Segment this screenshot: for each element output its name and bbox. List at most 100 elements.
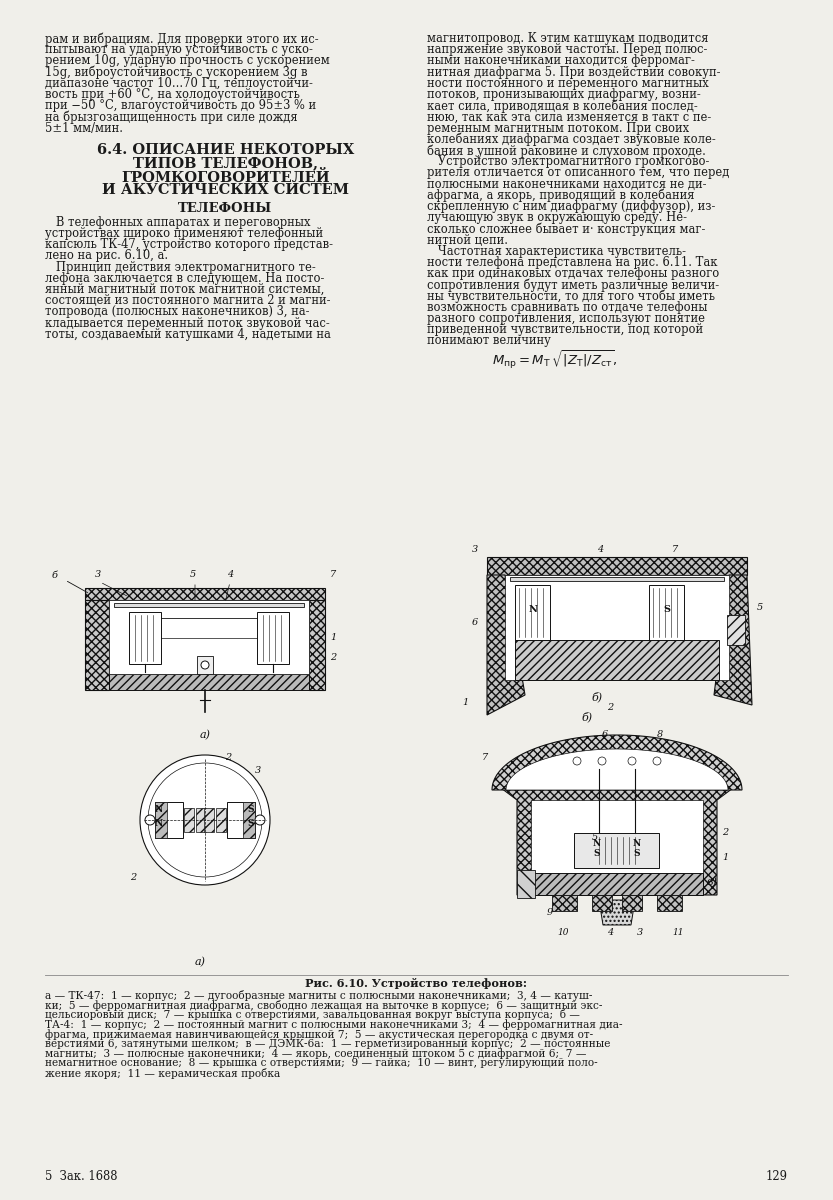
- Polygon shape: [196, 808, 206, 832]
- Text: N: N: [593, 840, 601, 848]
- Polygon shape: [155, 802, 183, 838]
- Text: рителя отличается от описанного тем, что перед: рителя отличается от описанного тем, что…: [427, 167, 730, 179]
- Text: 5  Зак. 1688: 5 Зак. 1688: [45, 1170, 117, 1183]
- Text: а — ТК-47:  1 — корпус;  2 — дугообразные магниты с полюсными наконечниками;  3,: а — ТК-47: 1 — корпус; 2 — дугообразные …: [45, 990, 592, 1001]
- Text: ТЕЛЕФОНЫ: ТЕЛЕФОНЫ: [178, 202, 272, 215]
- Polygon shape: [552, 895, 577, 911]
- Text: ТИПОВ ТЕЛЕФОНОВ,: ТИПОВ ТЕЛЕФОНОВ,: [132, 156, 317, 170]
- Text: устройствах широко применяют телефонный: устройствах широко применяют телефонный: [45, 227, 323, 240]
- Text: 7: 7: [330, 570, 337, 578]
- Text: 15g, виброустойчивость с ускорением 3g в: 15g, виброустойчивость с ускорением 3g в: [45, 66, 307, 79]
- Polygon shape: [657, 895, 682, 911]
- Text: Устройство электромагнитного громкогово-: Устройство электромагнитного громкогово-: [427, 155, 710, 168]
- Text: 6: 6: [602, 730, 608, 739]
- Text: 5: 5: [757, 602, 763, 612]
- Text: б: б: [52, 571, 58, 580]
- Text: б): б): [581, 712, 592, 722]
- Text: лучающую звук в окружающую среду. Не-: лучающую звук в окружающую среду. Не-: [427, 211, 687, 224]
- Bar: [505, 575, 729, 680]
- Text: афрагма, а якорь, приводящий в колебания: афрагма, а якорь, приводящий в колебания: [427, 188, 695, 203]
- Text: нитной цепи.: нитной цепи.: [427, 234, 508, 246]
- Bar: [109, 600, 309, 674]
- Text: лефона заключается в следующем. На посто-: лефона заключается в следующем. На посто…: [45, 271, 324, 284]
- Text: ности телефона представлена на рис. 6.11. Так: ности телефона представлена на рис. 6.11…: [427, 256, 718, 269]
- Text: верстиями 6, затянутыми шелком;  в — ДЭМК-6а:  1 — герметизированный корпус;  2 : верстиями 6, затянутыми шелком; в — ДЭМК…: [45, 1039, 611, 1049]
- Polygon shape: [649, 584, 684, 640]
- Text: N: N: [155, 818, 163, 828]
- Text: ременным магнитным потоком. При своих: ременным магнитным потоком. При своих: [427, 121, 690, 134]
- Bar: [197, 656, 213, 674]
- Text: 2: 2: [330, 653, 337, 662]
- Text: кает сила, приводящая в колебания послед-: кает сила, приводящая в колебания послед…: [427, 100, 698, 113]
- Polygon shape: [487, 575, 525, 715]
- Text: N: N: [155, 805, 163, 814]
- Text: фрагма, прижимаемая навинчивающейся крышкой 7;  5 — акустическая перегородка с д: фрагма, прижимаемая навинчивающейся крыш…: [45, 1028, 593, 1039]
- Polygon shape: [575, 833, 660, 868]
- Text: И АКУСТИЧЕСКИХ СИСТЕМ: И АКУСТИЧЕСКИХ СИСТЕМ: [102, 184, 349, 197]
- Polygon shape: [243, 802, 255, 838]
- Text: на брызгозащищенность при силе дождя: на брызгозащищенность при силе дождя: [45, 110, 297, 124]
- Text: б): б): [591, 691, 602, 702]
- Text: 10: 10: [557, 928, 568, 937]
- Bar: [531, 800, 703, 895]
- Text: магниты;  3 — полюсные наконечники;  4 — якорь, соединенный штоком 5 с диафрагмо: магниты; 3 — полюсные наконечники; 4 — я…: [45, 1049, 586, 1060]
- Text: вость при +60 °С, на холодоустойчивость: вость при +60 °С, на холодоустойчивость: [45, 88, 300, 101]
- Text: лено на рис. 6.10, а.: лено на рис. 6.10, а.: [45, 250, 168, 263]
- Text: 1: 1: [462, 698, 468, 707]
- Text: жение якоря;  11 — керамическая пробка: жение якоря; 11 — керамическая пробка: [45, 1068, 280, 1079]
- Text: капсюль ТК-47, устройство которого представ-: капсюль ТК-47, устройство которого предс…: [45, 238, 333, 251]
- Circle shape: [598, 757, 606, 766]
- Text: магнитопровод. К этим катшукам подводится: магнитопровод. К этим катшукам подводитс…: [427, 32, 709, 44]
- Text: S: S: [634, 850, 641, 858]
- Polygon shape: [85, 600, 109, 690]
- Text: а): а): [194, 956, 206, 967]
- Circle shape: [148, 763, 262, 877]
- Text: нюю, так как эта сила изменяется в такт с пе-: нюю, так как эта сила изменяется в такт …: [427, 110, 711, 124]
- Text: 8: 8: [657, 730, 663, 739]
- Text: S: S: [247, 805, 254, 814]
- Text: 4: 4: [607, 928, 613, 937]
- Polygon shape: [487, 557, 747, 575]
- Text: тоты, создаваемый катушками 4, надетыми на: тоты, создаваемый катушками 4, надетыми …: [45, 328, 331, 341]
- Text: 1: 1: [722, 853, 728, 862]
- Text: ГРОМКОГОВОРИТЕЛЕЙ: ГРОМКОГОВОРИТЕЛЕЙ: [121, 169, 330, 185]
- Text: S: S: [247, 818, 254, 828]
- Text: 2: 2: [130, 874, 137, 882]
- Text: S: S: [663, 606, 670, 614]
- Text: 7: 7: [672, 545, 678, 554]
- Circle shape: [573, 757, 581, 766]
- Text: приведенной чувствительности, под которой: приведенной чувствительности, под которо…: [427, 323, 704, 336]
- Text: 2: 2: [225, 754, 232, 762]
- Text: S: S: [594, 850, 601, 858]
- Circle shape: [653, 757, 661, 766]
- Text: в): в): [707, 877, 718, 887]
- Text: колебаниях диафрагма создает звуковые коле-: колебаниях диафрагма создает звуковые ко…: [427, 133, 716, 146]
- Circle shape: [255, 815, 265, 826]
- Polygon shape: [492, 736, 742, 790]
- Text: Рис. 6.10. Устройство телефонов:: Рис. 6.10. Устройство телефонов:: [306, 978, 527, 989]
- Bar: [727, 614, 745, 646]
- Polygon shape: [622, 895, 642, 911]
- Text: 6.4. ОПИСАНИЕ НЕКОТОРЫХ: 6.4. ОПИСАНИЕ НЕКОТОРЫХ: [97, 143, 354, 157]
- Text: а): а): [199, 730, 211, 740]
- Text: ными наконечниками находится ферромаг-: ными наконечниками находится ферромаг-: [427, 54, 696, 67]
- Text: возможность сравнивать по отдаче телефоны: возможность сравнивать по отдаче телефон…: [427, 301, 708, 313]
- Text: полюсными наконечниками находится не ди-: полюсными наконечниками находится не ди-: [427, 178, 707, 191]
- Text: диапазоне частот 10...70 Гц, теплоустойчи-: диапазоне частот 10...70 Гц, теплоустойч…: [45, 77, 313, 90]
- Text: 6: 6: [472, 618, 478, 626]
- Polygon shape: [506, 749, 728, 790]
- Text: $M_{\rm пр}=M_{\rm Т}\,\sqrt{|Z_{\rm Т}|/Z_{\rm ст}},$: $M_{\rm пр}=M_{\rm Т}\,\sqrt{|Z_{\rm Т}|…: [492, 348, 618, 371]
- Polygon shape: [155, 802, 167, 838]
- Text: 7: 7: [482, 754, 488, 762]
- Text: скрепленную с ним диафрагму (диффузор), из-: скрепленную с ним диафрагму (диффузор), …: [427, 200, 716, 214]
- Polygon shape: [109, 674, 309, 690]
- Text: 1: 1: [330, 634, 337, 642]
- Text: рам и вибрациям. Для проверки этого их ис-: рам и вибрациям. Для проверки этого их и…: [45, 32, 319, 46]
- Circle shape: [145, 815, 155, 826]
- Text: при −50 °С, влагоустойчивость до 95±3 % и: при −50 °С, влагоустойчивость до 95±3 % …: [45, 100, 317, 113]
- Text: сопротивления будут иметь различные величи-: сопротивления будут иметь различные вели…: [427, 278, 720, 292]
- Text: топровода (полюсных наконечников) 3, на-: топровода (полюсных наконечников) 3, на-: [45, 305, 310, 318]
- Bar: [510, 577, 724, 581]
- Text: 3: 3: [255, 766, 262, 775]
- Text: разного сопротивления, используют понятие: разного сопротивления, используют поняти…: [427, 312, 706, 325]
